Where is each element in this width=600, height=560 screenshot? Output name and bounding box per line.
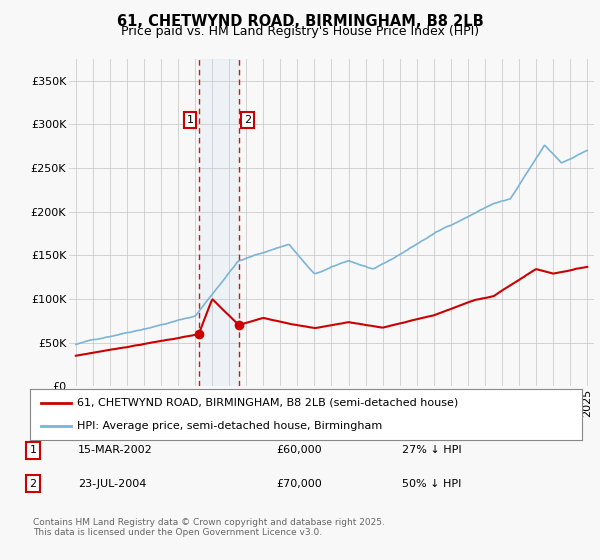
Text: 61, CHETWYND ROAD, BIRMINGHAM, B8 2LB: 61, CHETWYND ROAD, BIRMINGHAM, B8 2LB (116, 14, 484, 29)
Text: HPI: Average price, semi-detached house, Birmingham: HPI: Average price, semi-detached house,… (77, 421, 382, 431)
Text: 27% ↓ HPI: 27% ↓ HPI (402, 445, 461, 455)
Text: £70,000: £70,000 (276, 479, 322, 489)
Text: 50% ↓ HPI: 50% ↓ HPI (402, 479, 461, 489)
Text: 1: 1 (29, 445, 37, 455)
Bar (199, 59, 239, 386)
Text: 2: 2 (244, 115, 251, 125)
Text: 23-JUL-2004: 23-JUL-2004 (78, 479, 146, 489)
Text: 2: 2 (29, 479, 37, 489)
Text: £60,000: £60,000 (276, 445, 322, 455)
Text: Contains HM Land Registry data © Crown copyright and database right 2025.
This d: Contains HM Land Registry data © Crown c… (33, 518, 385, 538)
Text: 61, CHETWYND ROAD, BIRMINGHAM, B8 2LB (semi-detached house): 61, CHETWYND ROAD, BIRMINGHAM, B8 2LB (s… (77, 398, 458, 408)
Text: 15-MAR-2002: 15-MAR-2002 (78, 445, 153, 455)
Text: Price paid vs. HM Land Registry's House Price Index (HPI): Price paid vs. HM Land Registry's House … (121, 25, 479, 38)
Text: 1: 1 (187, 115, 194, 125)
